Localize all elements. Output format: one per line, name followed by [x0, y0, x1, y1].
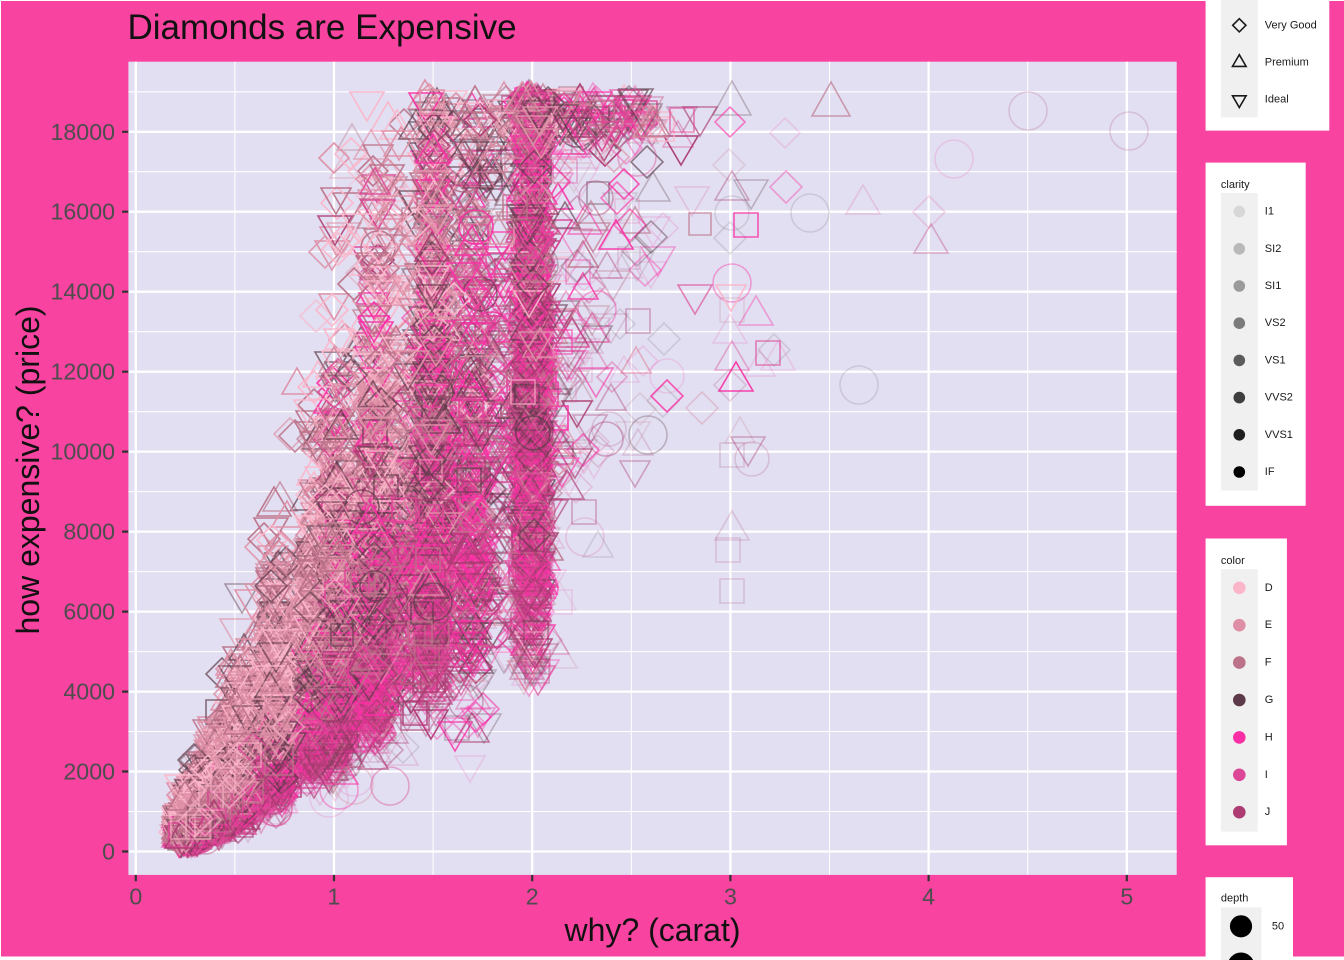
svg-text:VS1: VS1	[1265, 354, 1286, 366]
svg-text:clarity: clarity	[1221, 179, 1250, 191]
svg-text:G: G	[1265, 694, 1274, 706]
svg-text:I: I	[1265, 769, 1268, 781]
svg-text:Premium: Premium	[1265, 57, 1309, 69]
svg-text:color: color	[1221, 555, 1245, 567]
svg-text:how expensive? (price): how expensive? (price)	[10, 305, 46, 634]
svg-text:0: 0	[129, 884, 142, 910]
svg-text:H: H	[1265, 731, 1273, 743]
svg-text:VVS2: VVS2	[1265, 392, 1293, 404]
svg-text:14000: 14000	[51, 279, 115, 305]
svg-text:depth: depth	[1221, 892, 1249, 904]
svg-text:4: 4	[922, 884, 935, 910]
svg-text:0: 0	[102, 839, 115, 865]
svg-text:12000: 12000	[51, 359, 115, 385]
svg-text:2000: 2000	[63, 759, 115, 785]
svg-text:3: 3	[724, 884, 737, 910]
svg-text:E: E	[1265, 619, 1272, 631]
svg-text:18000: 18000	[51, 119, 115, 145]
svg-text:1: 1	[328, 884, 341, 910]
svg-text:Ideal: Ideal	[1265, 94, 1289, 106]
svg-text:J: J	[1265, 806, 1271, 818]
svg-text:8000: 8000	[63, 519, 115, 545]
svg-text:SI2: SI2	[1265, 243, 1282, 255]
svg-text:2: 2	[526, 884, 539, 910]
svg-text:F: F	[1265, 657, 1272, 669]
svg-text:10000: 10000	[51, 439, 115, 465]
svg-text:SI1: SI1	[1265, 280, 1282, 292]
svg-text:4000: 4000	[63, 679, 115, 705]
svg-text:IF: IF	[1265, 466, 1275, 478]
svg-text:5: 5	[1120, 884, 1133, 910]
svg-text:16000: 16000	[51, 199, 115, 225]
svg-text:Very Good: Very Good	[1265, 19, 1317, 31]
svg-text:why? (carat): why? (carat)	[563, 912, 740, 948]
svg-text:VS2: VS2	[1265, 317, 1286, 329]
svg-text:Diamonds are Expensive: Diamonds are Expensive	[128, 8, 517, 47]
svg-text:D: D	[1265, 582, 1273, 594]
svg-text:VVS1: VVS1	[1265, 429, 1293, 441]
svg-text:6000: 6000	[63, 599, 115, 625]
svg-text:50: 50	[1272, 920, 1284, 932]
svg-text:I1: I1	[1265, 206, 1274, 218]
